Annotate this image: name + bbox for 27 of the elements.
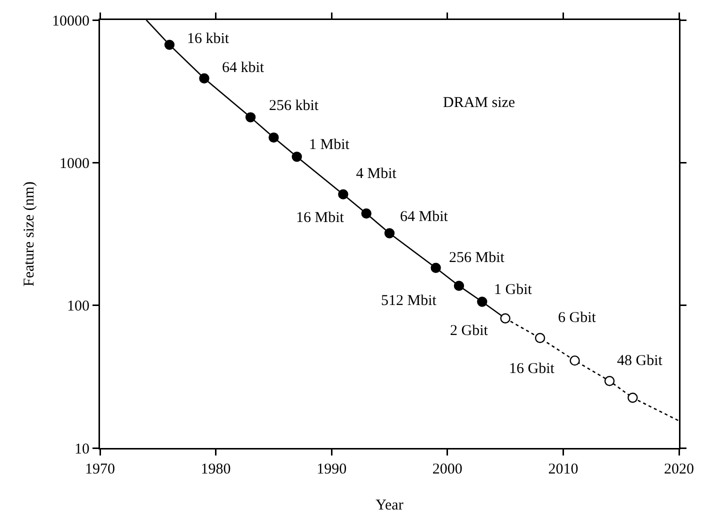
annotation: 256 kbit [269,98,320,114]
annotation: 16 Mbit [296,210,345,226]
annotation: 256 Mbit [449,250,506,266]
y-tick-label: 1000 [60,156,90,172]
x-tick-label: 2010 [548,462,578,478]
annotation: 16 kbit [187,31,230,47]
y-axis-title: Feature size (nm) [22,182,38,286]
annotation: 1 Mbit [309,137,350,153]
annotation: 64 Mbit [400,209,449,225]
annotation: 2 Gbit [450,323,489,339]
x-tick-label: 1990 [316,462,347,478]
y-tick-label: 10 [74,441,90,458]
annotation: DRAM size [443,95,516,111]
annotation: 64 kbit [222,60,265,76]
annotation: 16 Gbit [509,361,556,377]
x-tick-label: 1970 [85,462,115,478]
x-tick-label: 2020 [664,462,694,478]
annotation: 512 Mbit [381,293,438,309]
annotation: 4 Mbit [356,166,398,182]
annotation: 48 Gbit [617,353,664,369]
x-tick-label: 2000 [432,462,462,478]
annotation: 6 Gbit [558,310,597,326]
x-axis-title: Year [376,497,404,514]
annotation: 1 Gbit [494,282,533,298]
y-tick-label: 10000 [52,13,90,30]
y-tick-label: 100 [67,298,90,315]
x-tick-label: 1980 [200,462,231,478]
